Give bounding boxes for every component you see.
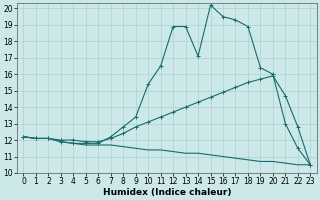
X-axis label: Humidex (Indice chaleur): Humidex (Indice chaleur) [103,188,231,197]
